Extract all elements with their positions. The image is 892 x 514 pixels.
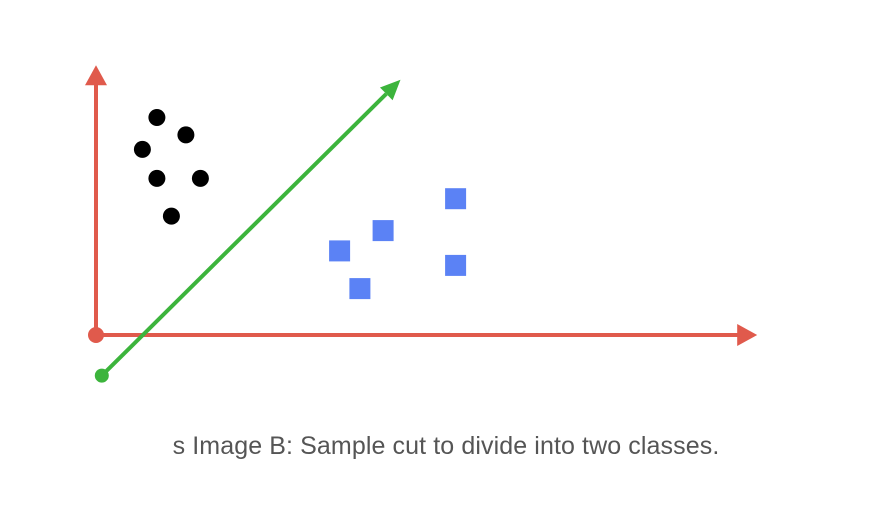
figure-caption: s Image B: Sample cut to divide into two…	[172, 432, 720, 460]
data-points	[133, 109, 467, 300]
class-b-point	[349, 278, 371, 300]
class-b-point	[445, 254, 467, 276]
y-axis-arrowhead	[85, 65, 107, 86]
class-a-point	[148, 109, 166, 126]
class-b-point	[445, 188, 467, 210]
separator-start-dot	[94, 368, 109, 383]
class-a-point	[133, 140, 151, 158]
axes	[85, 65, 758, 346]
classification-diagram	[85, 65, 758, 383]
separator-arrowhead	[379, 79, 401, 101]
origin-dot	[88, 327, 104, 343]
separator-line-group	[94, 79, 401, 383]
class-b-point	[372, 220, 394, 242]
class-a-point	[191, 169, 209, 187]
class-a-point	[148, 169, 166, 187]
separator-line	[100, 92, 388, 378]
class-b-point	[329, 240, 351, 262]
class-a-point	[177, 126, 195, 144]
x-axis-arrowhead	[737, 324, 758, 346]
class-a-point	[162, 207, 180, 225]
